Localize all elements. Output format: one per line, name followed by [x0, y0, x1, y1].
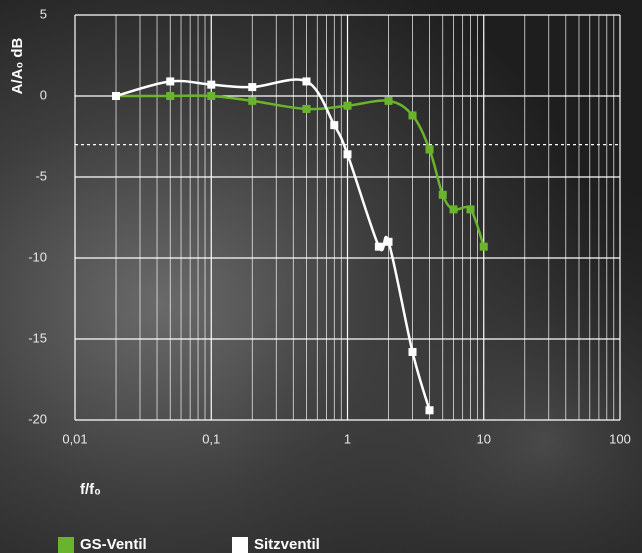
x-tick-label: 100 — [609, 431, 631, 446]
legend-label: GS-Ventil — [80, 536, 147, 553]
data-point — [330, 121, 338, 129]
x-tick-label: 10 — [477, 431, 491, 446]
data-point — [375, 243, 383, 251]
data-point — [450, 205, 458, 213]
data-point — [248, 97, 256, 105]
y-tick-label: -15 — [28, 330, 47, 345]
data-point — [112, 92, 120, 100]
data-point — [302, 77, 310, 85]
data-point — [207, 81, 215, 89]
chart: A/A₀ dB f/f₀ 0,01 0,1 1 10 100 5 0 -5 -10 -15 -20 G… — [0, 0, 642, 553]
data-point — [344, 102, 352, 110]
data-point — [426, 406, 434, 414]
data-point — [409, 348, 417, 356]
background-shade — [0, 0, 642, 553]
data-point — [302, 105, 310, 113]
data-point — [385, 97, 393, 105]
data-point — [207, 92, 215, 100]
data-point — [439, 191, 447, 199]
y-axis-label: A/A₀ dB — [9, 37, 26, 94]
legend-label: Sitzventil — [254, 536, 320, 553]
y-tick-label: 5 — [40, 6, 47, 21]
y-tick-label: -10 — [28, 249, 47, 264]
data-point — [344, 150, 352, 158]
x-tick-label: 0,1 — [202, 431, 220, 446]
data-point — [426, 145, 434, 153]
x-tick-label: 0,01 — [62, 431, 87, 446]
data-point — [385, 238, 393, 246]
data-point — [467, 205, 475, 213]
data-point — [480, 243, 488, 251]
data-point — [166, 92, 174, 100]
legend-swatch — [232, 537, 248, 553]
data-point — [248, 83, 256, 91]
data-point — [166, 77, 174, 85]
data-point — [409, 111, 417, 119]
y-tick-label: -20 — [28, 411, 47, 426]
y-tick-label: 0 — [40, 87, 47, 102]
x-axis-label: f/f₀ — [80, 481, 101, 498]
x-tick-label: 1 — [344, 431, 351, 446]
legend-swatch — [58, 537, 74, 553]
y-tick-label: -5 — [35, 168, 47, 183]
